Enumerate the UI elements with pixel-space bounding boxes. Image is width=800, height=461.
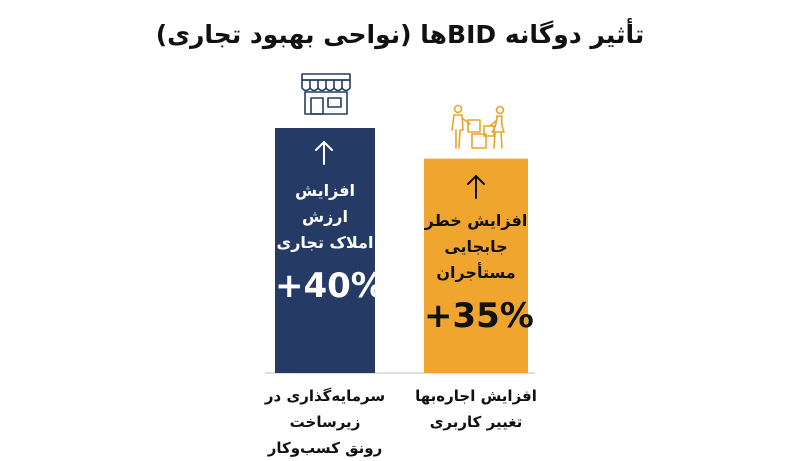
up-arrow-icon-2 [467, 174, 485, 199]
bar-1-label-line-1: افزایش ارزش [294, 181, 356, 226]
chart-title: تأثیر دوگانه BIDها (نواحی بهبود تجاری) [155, 20, 645, 49]
category-label-1: سرمایه‌گذاری در زیرساخت رونق کسب‌وکار [240, 383, 410, 461]
bar-1 [275, 128, 375, 373]
people-moving-boxes-icon [451, 104, 505, 149]
bar-1-value-label: +40% [275, 266, 385, 306]
storefront-icon [301, 73, 351, 115]
bar-1-label-line-2: املاک تجاری [276, 233, 374, 252]
category-2-line-2: تغییر کاربری [429, 413, 523, 431]
category-2-line-1: افزایش اجاره‌بها [415, 387, 537, 405]
bar-2-content: افزایش خطر جابجایی مستأجران +35% [424, 208, 534, 336]
bar-2-value-label: +35% [424, 296, 534, 336]
bar-2-label-line-2: جابجایی مستأجران [436, 237, 516, 282]
category-1-line-2: رونق کسب‌وکار [267, 439, 383, 457]
category-1-line-1: سرمایه‌گذاری در زیرساخت [264, 387, 386, 431]
up-arrow-icon-1 [315, 140, 333, 165]
bar-1-content: افزایش ارزش املاک تجاری +40% [275, 178, 385, 306]
category-label-2: افزایش اجاره‌بها تغییر کاربری [396, 383, 556, 435]
bar-2-label-line-1: افزایش خطر [424, 211, 528, 230]
bar-chart [265, 73, 535, 374]
